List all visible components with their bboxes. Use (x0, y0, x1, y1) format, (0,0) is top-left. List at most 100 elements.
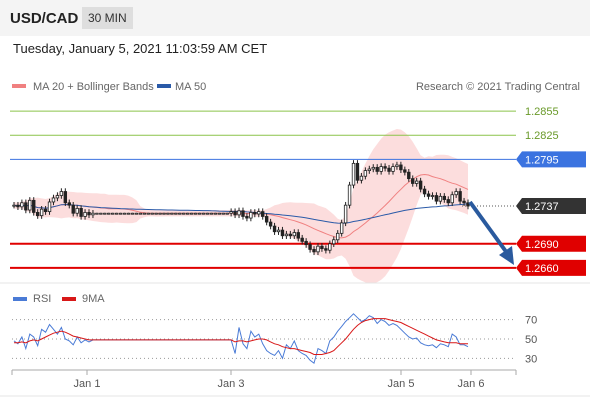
candle (383, 163, 387, 172)
support-2-label-box (516, 259, 586, 276)
header-bar: USD/CAD 30 MIN (0, 0, 590, 36)
candle (32, 197, 36, 216)
candle (67, 199, 71, 209)
candle (241, 207, 245, 220)
candle (257, 208, 261, 218)
timeframe-button[interactable]: 30 MIN (82, 7, 133, 29)
candle (118, 212, 123, 215)
candle (186, 212, 190, 215)
candle (114, 212, 119, 215)
candle (371, 164, 375, 173)
x-tick-label: Jan 3 (218, 378, 245, 390)
candle (209, 212, 214, 215)
candle (16, 201, 20, 211)
candle (83, 209, 87, 220)
candle (446, 196, 450, 206)
candle (454, 188, 458, 198)
candle (276, 226, 281, 235)
x-tick-label: Jan 5 (388, 378, 415, 390)
main-legend: MA 20 + Bollinger Bands MA 50 Research ©… (12, 81, 580, 93)
candle (422, 185, 427, 198)
candle (264, 213, 269, 226)
candle (438, 193, 443, 205)
rsi-legend: RSI 9MA (13, 293, 105, 305)
candle (35, 209, 40, 219)
candle (110, 212, 115, 215)
rsi-tick-label: 50 (525, 334, 537, 346)
candle (261, 208, 265, 220)
support-1-label: 1.2690 (525, 239, 559, 251)
candle (324, 245, 328, 254)
candle (59, 188, 64, 199)
candle (166, 212, 170, 215)
resistance-1-label: 1.2795 (525, 154, 559, 166)
candle (375, 164, 379, 175)
candle (442, 193, 447, 203)
candlesticks (12, 160, 470, 256)
forecast-arrow-head (499, 246, 514, 265)
rsi-legend-swatch (13, 297, 27, 301)
rsi-ma-legend-swatch (62, 297, 76, 301)
candle (403, 166, 407, 176)
candle (272, 222, 277, 235)
forecast-arrow-line (468, 200, 509, 255)
candle (39, 205, 44, 219)
price-labels: 1.2855 1.2825 1.2795 1.2737 1.2690 1.2660 (516, 106, 586, 276)
candle (134, 212, 139, 215)
candle (245, 213, 249, 222)
candle (20, 199, 24, 211)
candle (418, 177, 423, 193)
forecast-arrow (468, 200, 514, 265)
rsi-lines (13, 313, 469, 365)
candle (268, 218, 273, 230)
candle (146, 212, 150, 215)
candle (296, 229, 300, 242)
candle (280, 226, 285, 239)
resistance-2-label: 1.2825 (525, 130, 559, 142)
candle (75, 205, 79, 217)
candle (28, 197, 32, 214)
last-price-label: 1.2737 (525, 201, 559, 213)
candle (347, 181, 352, 209)
candle (426, 190, 431, 200)
candle (55, 192, 60, 202)
candle (399, 161, 403, 174)
candle (414, 177, 419, 187)
candle (24, 199, 28, 214)
candle (217, 212, 221, 215)
resistance-1-label-box (516, 151, 586, 168)
candle (174, 212, 178, 215)
symbol-title: USD/CAD (10, 10, 79, 27)
candle (225, 212, 229, 215)
candle (379, 163, 383, 175)
candle (103, 212, 107, 215)
candle (158, 212, 162, 215)
support-2-label: 1.2660 (525, 263, 559, 275)
candle (359, 173, 364, 184)
candle (87, 209, 91, 219)
candle (107, 212, 111, 215)
candle (363, 167, 368, 180)
candle (178, 212, 182, 215)
price-levels (10, 110, 516, 269)
candle (205, 212, 210, 215)
candle (316, 242, 320, 256)
candle (308, 241, 312, 253)
resistance-3-label: 1.2855 (525, 106, 559, 118)
support-1-label-box (516, 235, 586, 252)
candle (213, 212, 218, 215)
ma50-line (13, 203, 469, 224)
candle (312, 246, 316, 256)
candle (450, 191, 454, 206)
ma20-legend-label: MA 20 + Bollinger Bands (33, 81, 154, 93)
candle (154, 212, 158, 215)
x-tick-label: Jan 6 (458, 378, 485, 390)
candle (95, 212, 99, 215)
rsi-ma-line (14, 318, 468, 355)
candle (339, 219, 344, 237)
candle (130, 212, 135, 215)
candle (336, 230, 340, 243)
rsi-line (13, 313, 469, 365)
bollinger-band (14, 129, 468, 284)
